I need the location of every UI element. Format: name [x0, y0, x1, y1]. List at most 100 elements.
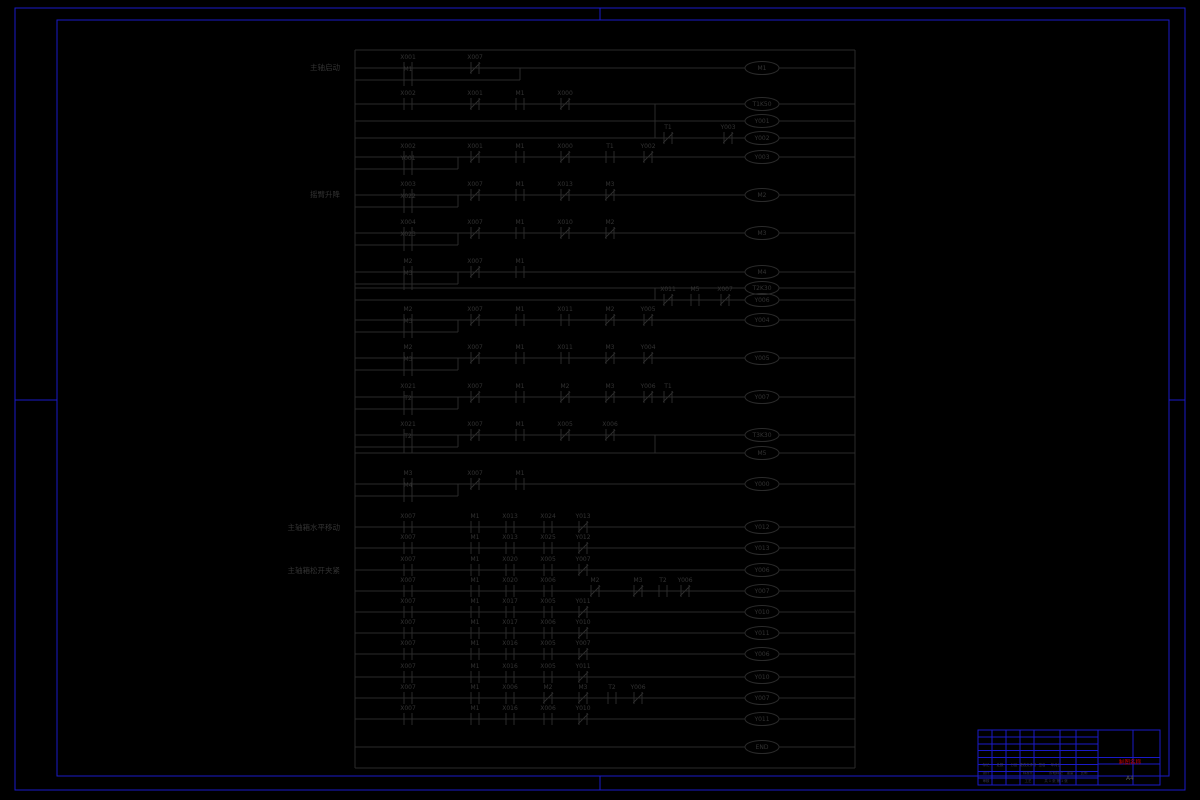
- contact-label-X021: X021: [400, 383, 416, 390]
- contact-label-X007: X007: [400, 684, 416, 691]
- contact-label-Y006: Y006: [676, 577, 692, 584]
- contact-label-M2: M2: [404, 344, 413, 351]
- contact-slash: [722, 132, 734, 144]
- contact-label-X007: X007: [400, 640, 416, 647]
- contact-label-X000: X000: [557, 90, 573, 97]
- contact-slash: [679, 585, 691, 597]
- contact-slash: [469, 151, 481, 163]
- contact-label-M4: M4: [404, 482, 413, 489]
- contact-slash: [469, 62, 481, 74]
- contact-label-M1: M1: [471, 534, 480, 541]
- contact-label-M1: M1: [516, 181, 525, 188]
- contact-label-X001: X001: [467, 90, 483, 97]
- contact-label-M1: M1: [471, 663, 480, 670]
- contact-slash: [469, 314, 481, 326]
- contact-slash: [469, 189, 481, 201]
- contact-label-M2: M2: [606, 219, 615, 226]
- contact-label-M3: M3: [404, 318, 413, 325]
- contact-label-Y010: Y010: [574, 619, 590, 626]
- title-block-cell: 审核: [983, 778, 990, 783]
- coil-label-Y007: Y007: [753, 394, 769, 401]
- contact-label-X006: X006: [540, 705, 556, 712]
- contact-label-X007: X007: [467, 470, 483, 477]
- title-block-cell: 标记: [983, 762, 990, 767]
- contact-label-X007: X007: [400, 513, 416, 520]
- contact-label-Y001: Y001: [399, 155, 415, 162]
- contact-label-M3: M3: [606, 383, 615, 390]
- coil-label-T2K30: T2K30: [751, 285, 771, 292]
- contact-label-X001: X001: [467, 143, 483, 150]
- contact-label-M1: M1: [471, 577, 480, 584]
- title-block-cell: 阶段标记: [1049, 770, 1063, 775]
- contact-slash: [559, 98, 571, 110]
- contact-label-X016: X016: [502, 663, 518, 670]
- contact-label-T2: T2: [403, 433, 412, 440]
- contact-label-Y007: Y007: [574, 556, 590, 563]
- coil-label-Y006: Y006: [753, 297, 769, 304]
- contact-label-X002: X002: [400, 90, 416, 97]
- contact-label-M1: M1: [516, 383, 525, 390]
- contact-label-Y011: Y011: [574, 598, 590, 605]
- contact-label-T1: T1: [663, 124, 672, 131]
- contact-slash: [642, 151, 654, 163]
- contact-label-X013: X013: [502, 534, 518, 541]
- contact-label-X005: X005: [540, 556, 556, 563]
- section-label-3: 主轴箱松开夹紧: [288, 565, 341, 575]
- contact-label-Y006: Y006: [629, 684, 645, 691]
- title-block-cell: 分区: [1011, 762, 1018, 767]
- contact-label-M3: M3: [404, 356, 413, 363]
- contact-label-X017: X017: [502, 619, 518, 626]
- contact-label-M1: M1: [516, 258, 525, 265]
- coil-label-Y002: Y002: [753, 135, 769, 142]
- title-block-scale: A4: [1126, 775, 1134, 782]
- contact-label-M1: M1: [516, 219, 525, 226]
- contact-label-X013: X013: [557, 181, 573, 188]
- contact-label-X007: X007: [467, 344, 483, 351]
- contact-slash: [642, 352, 654, 364]
- contact-label-X016: X016: [502, 640, 518, 647]
- contact-slash: [632, 692, 644, 704]
- contact-slash: [559, 429, 571, 441]
- coil-label-M1: M1: [758, 65, 767, 72]
- contact-label-M3: M3: [404, 270, 413, 277]
- contact-label-X005: X005: [540, 640, 556, 647]
- contact-label-X007: X007: [400, 577, 416, 584]
- contact-label-M1: M1: [516, 143, 525, 150]
- contact-slash: [604, 429, 616, 441]
- contact-label-X011: X011: [557, 344, 573, 351]
- contact-slash: [542, 692, 554, 704]
- contact-slash: [642, 314, 654, 326]
- contact-slash: [604, 314, 616, 326]
- coil-label-Y013: Y013: [753, 545, 769, 552]
- coil-label-M2: M2: [758, 192, 767, 199]
- contact-label-X007: X007: [467, 54, 483, 61]
- coil-label-Y011: Y011: [753, 630, 769, 637]
- contact-slash: [662, 391, 674, 403]
- contact-label-X007: X007: [400, 556, 416, 563]
- contact-label-X020: X020: [502, 556, 518, 563]
- contact-label-X002: X002: [400, 143, 416, 150]
- contact-slash: [604, 391, 616, 403]
- coil-label-Y001: Y001: [753, 118, 769, 125]
- contact-label-X021: X021: [400, 421, 416, 428]
- contact-slash: [589, 585, 601, 597]
- coil-label-Y007: Y007: [753, 695, 769, 702]
- contact-label-M2: M2: [561, 383, 570, 390]
- coil-label-M4: M4: [758, 269, 767, 276]
- title-block-cell: 签名: [1039, 762, 1046, 767]
- contact-label-X011: X011: [557, 306, 573, 313]
- coil-label-M5: M5: [758, 450, 767, 457]
- contact-label-M1: M1: [404, 66, 413, 73]
- title-block-cell: 共 1 张 第 1 张: [1044, 778, 1068, 783]
- contact-label-T2: T2: [607, 684, 616, 691]
- contact-label-X006: X006: [540, 619, 556, 626]
- contact-label-X023: X023: [400, 231, 416, 238]
- contact-label-X007: X007: [717, 286, 733, 293]
- contact-slash: [662, 132, 674, 144]
- contact-label-M1: M1: [516, 470, 525, 477]
- coil-label-Y000: Y000: [753, 481, 769, 488]
- contact-label-Y012: Y012: [574, 534, 590, 541]
- contact-slash: [577, 713, 589, 725]
